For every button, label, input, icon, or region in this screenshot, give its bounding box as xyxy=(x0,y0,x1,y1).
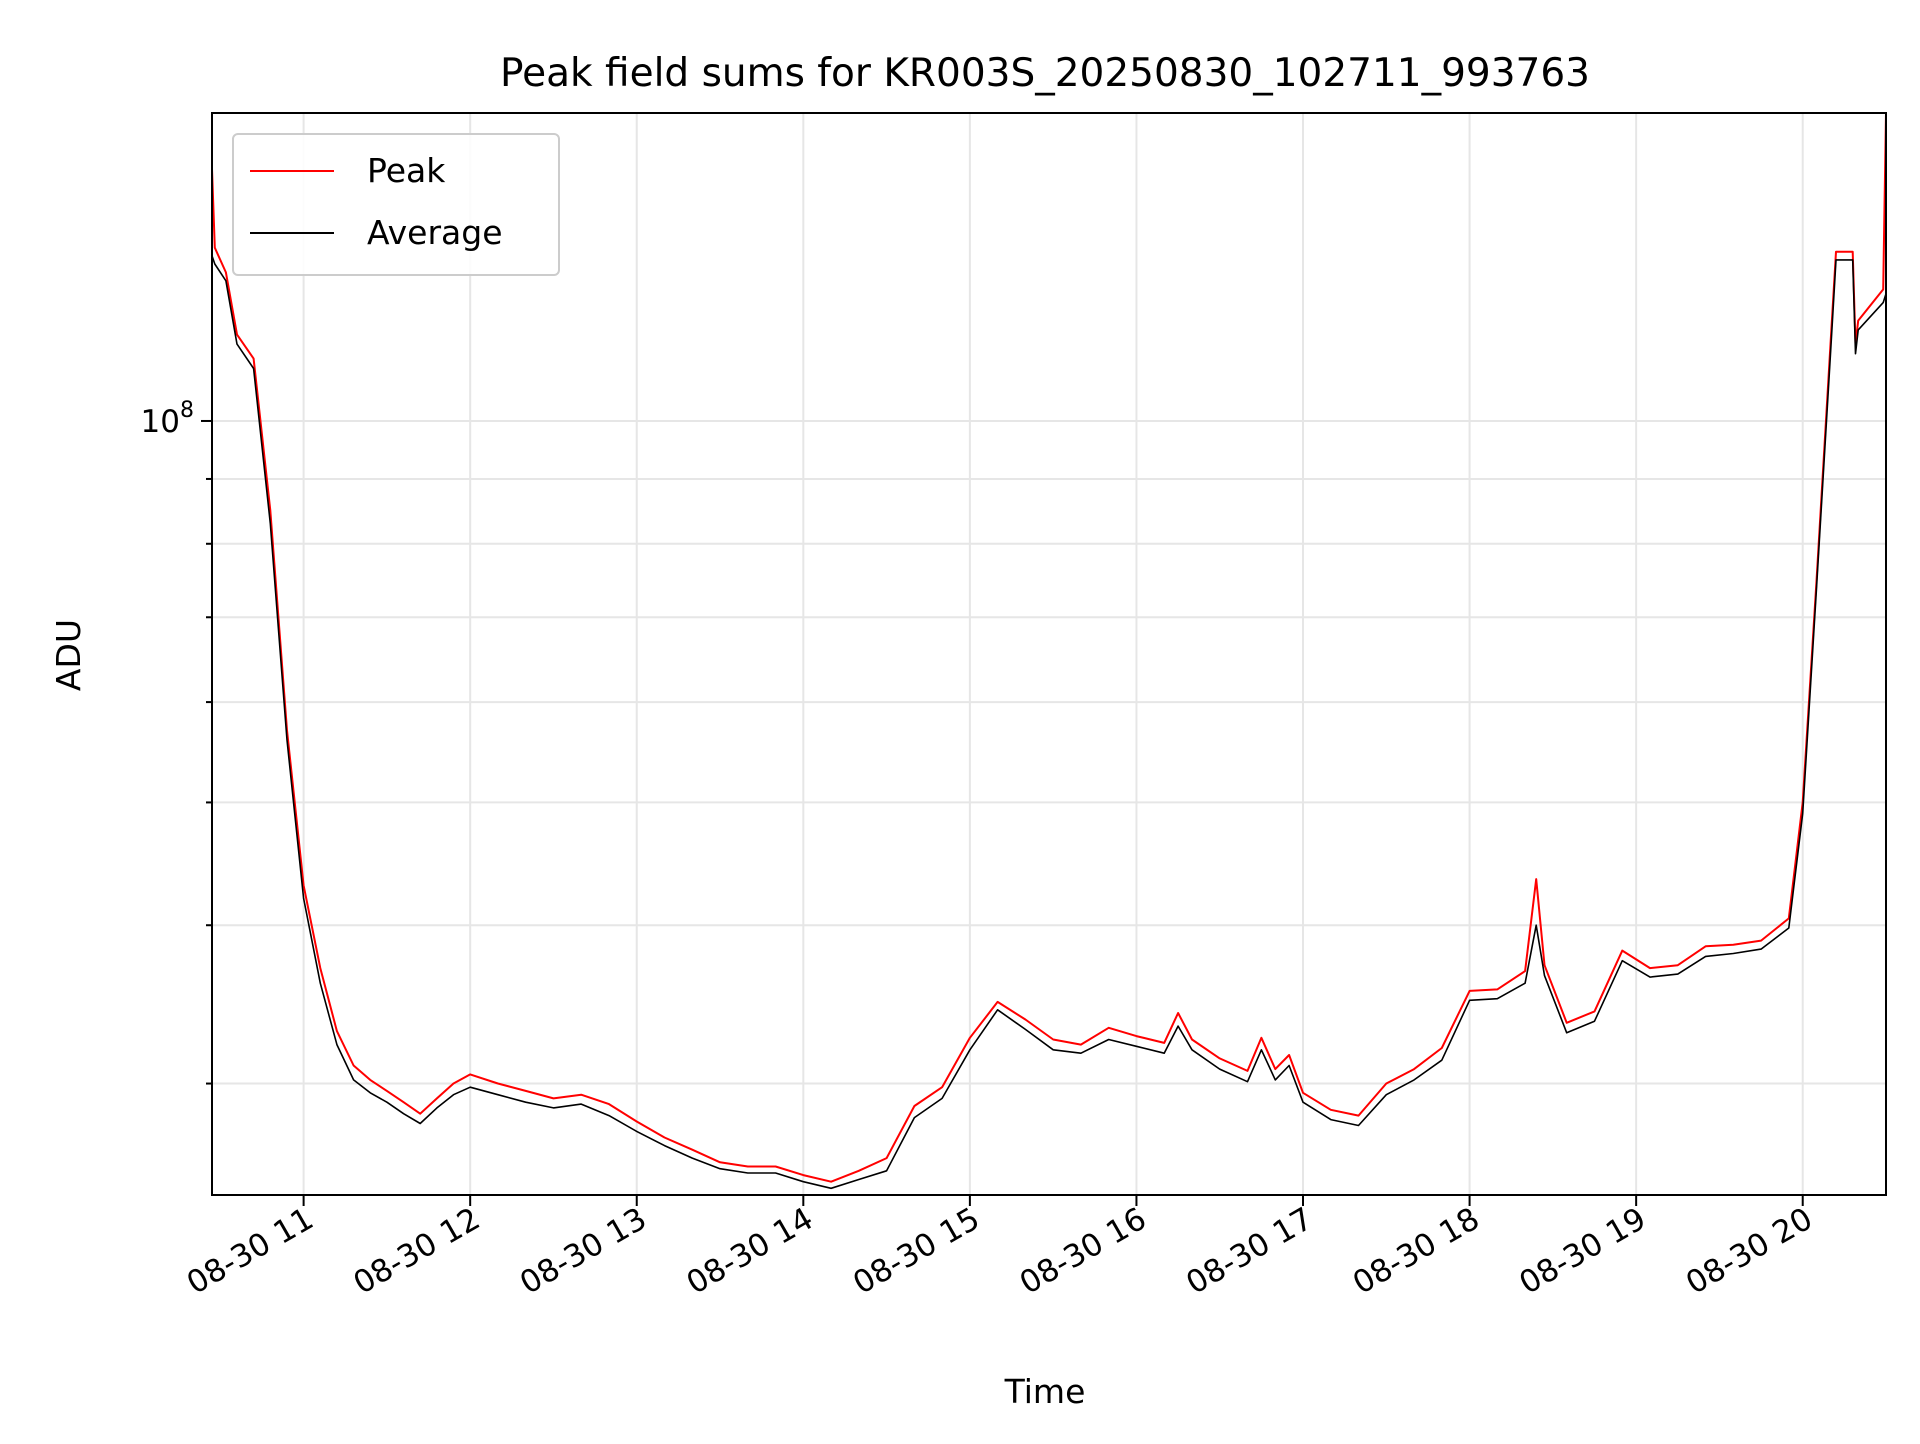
legend-label-peak: Peak xyxy=(367,151,446,190)
series-line-average xyxy=(211,255,1887,1190)
legend: Peak Average xyxy=(232,133,560,276)
grid xyxy=(212,113,1886,1195)
y-tick-label-exponent: 8 xyxy=(180,398,194,423)
legend-frame xyxy=(232,133,560,276)
chart-title: Peak field sums for KR003S_20250830_1027… xyxy=(500,51,1590,96)
y-tick-label: 10 xyxy=(141,404,180,440)
plot-frame xyxy=(211,112,1887,1196)
legend-label-average: Average xyxy=(367,213,503,252)
series-layer xyxy=(211,112,1887,1190)
y-axis-label: ADU xyxy=(49,619,88,691)
y-tick-label-base: 10 xyxy=(141,404,180,440)
series-line-peak xyxy=(211,112,1887,1183)
x-axis-label: Time xyxy=(1004,1372,1086,1411)
